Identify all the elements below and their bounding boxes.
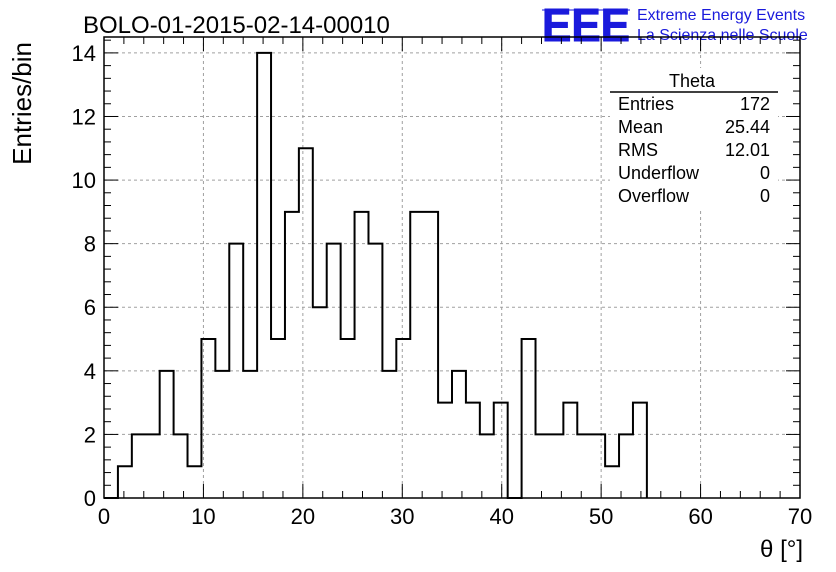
stats-label-entries: Entries bbox=[618, 94, 674, 114]
stats-label-underflow: Underflow bbox=[618, 163, 700, 183]
stats-value-entries: 172 bbox=[740, 94, 770, 114]
stats-title: Theta bbox=[669, 71, 716, 91]
histogram-bin bbox=[396, 339, 410, 498]
y-tick-label: 2 bbox=[84, 422, 96, 447]
x-axis-label: θ [°] bbox=[760, 536, 803, 563]
run-title: BOLO-01-2015-02-14-00010 bbox=[83, 12, 390, 39]
histogram-bin bbox=[174, 434, 188, 498]
stats-label-overflow: Overflow bbox=[618, 186, 690, 206]
stats-label-rms: RMS bbox=[618, 140, 658, 160]
y-tick-label: 6 bbox=[84, 295, 96, 320]
stats-value-mean: 25.44 bbox=[725, 117, 770, 137]
histogram-bin bbox=[424, 212, 438, 498]
histogram-series bbox=[104, 51, 648, 499]
histogram-bin bbox=[563, 403, 577, 498]
histogram-bin bbox=[188, 466, 202, 498]
histogram-bin bbox=[452, 371, 466, 498]
histogram-bin bbox=[410, 212, 424, 498]
x-tick-label: 70 bbox=[788, 504, 812, 529]
histogram-bin bbox=[355, 212, 369, 498]
histogram-bin bbox=[577, 434, 591, 498]
histogram-bin bbox=[257, 53, 271, 498]
y-axis-label: Entries/bin bbox=[7, 42, 37, 165]
histogram-bin bbox=[146, 434, 160, 498]
logo-line-2: La Scienza nelle Scuole bbox=[637, 27, 808, 44]
histogram-bin bbox=[591, 434, 605, 498]
histogram-bin bbox=[160, 371, 174, 498]
stats-value-underflow: 0 bbox=[760, 163, 770, 183]
histogram-bin bbox=[605, 466, 619, 498]
x-tick-label: 0 bbox=[98, 504, 110, 529]
histogram-bin bbox=[229, 244, 243, 498]
histogram-bin bbox=[243, 371, 257, 498]
histogram-bin bbox=[132, 434, 146, 498]
stats-box: Theta Entries 172 Mean 25.44 RMS 12.01 U… bbox=[610, 68, 778, 210]
x-tick-label: 20 bbox=[291, 504, 315, 529]
histogram-bin bbox=[327, 244, 341, 498]
histogram-bin bbox=[215, 371, 229, 498]
y-tick-label: 14 bbox=[72, 41, 96, 66]
histogram-bin bbox=[522, 339, 536, 498]
histogram-bin bbox=[271, 339, 285, 498]
histogram-bin bbox=[536, 434, 550, 498]
logo-line-1: Extreme Energy Events bbox=[637, 7, 805, 24]
histogram-bin bbox=[549, 434, 563, 498]
histogram-bin bbox=[438, 403, 452, 498]
histogram-bin bbox=[368, 244, 382, 498]
histogram-bin bbox=[341, 339, 355, 498]
x-tick-label: 30 bbox=[390, 504, 414, 529]
histogram-bin bbox=[299, 148, 313, 498]
histogram-bin bbox=[382, 371, 396, 498]
histogram-bin bbox=[201, 339, 215, 498]
stats-value-overflow: 0 bbox=[760, 186, 770, 206]
plot-frame bbox=[103, 36, 801, 499]
histogram-bin bbox=[480, 434, 494, 498]
x-tick-label: 60 bbox=[688, 504, 712, 529]
y-tick-label: 8 bbox=[84, 232, 96, 257]
eee-logo: EEE bbox=[542, 0, 630, 51]
x-tick-label: 40 bbox=[489, 504, 513, 529]
histogram-bin bbox=[313, 307, 327, 498]
y-tick-label: 0 bbox=[84, 486, 96, 511]
axis-tick-labels: 0 10 20 30 40 50 60 70 0 2 4 6 8 10 12 14 bbox=[72, 41, 813, 529]
y-tick-label: 4 bbox=[84, 359, 96, 384]
stats-value-rms: 12.01 bbox=[725, 140, 770, 160]
y-tick-label: 12 bbox=[72, 104, 96, 129]
histogram-bin bbox=[633, 403, 647, 498]
histogram-bin bbox=[494, 403, 508, 498]
histogram-bin bbox=[285, 212, 299, 498]
histogram-bin bbox=[466, 403, 480, 498]
stats-label-mean: Mean bbox=[618, 117, 663, 137]
y-tick-label: 10 bbox=[72, 168, 96, 193]
histogram-bin bbox=[118, 466, 132, 498]
histogram-bin bbox=[619, 434, 633, 498]
x-tick-label: 10 bbox=[191, 504, 215, 529]
x-tick-label: 50 bbox=[589, 504, 613, 529]
